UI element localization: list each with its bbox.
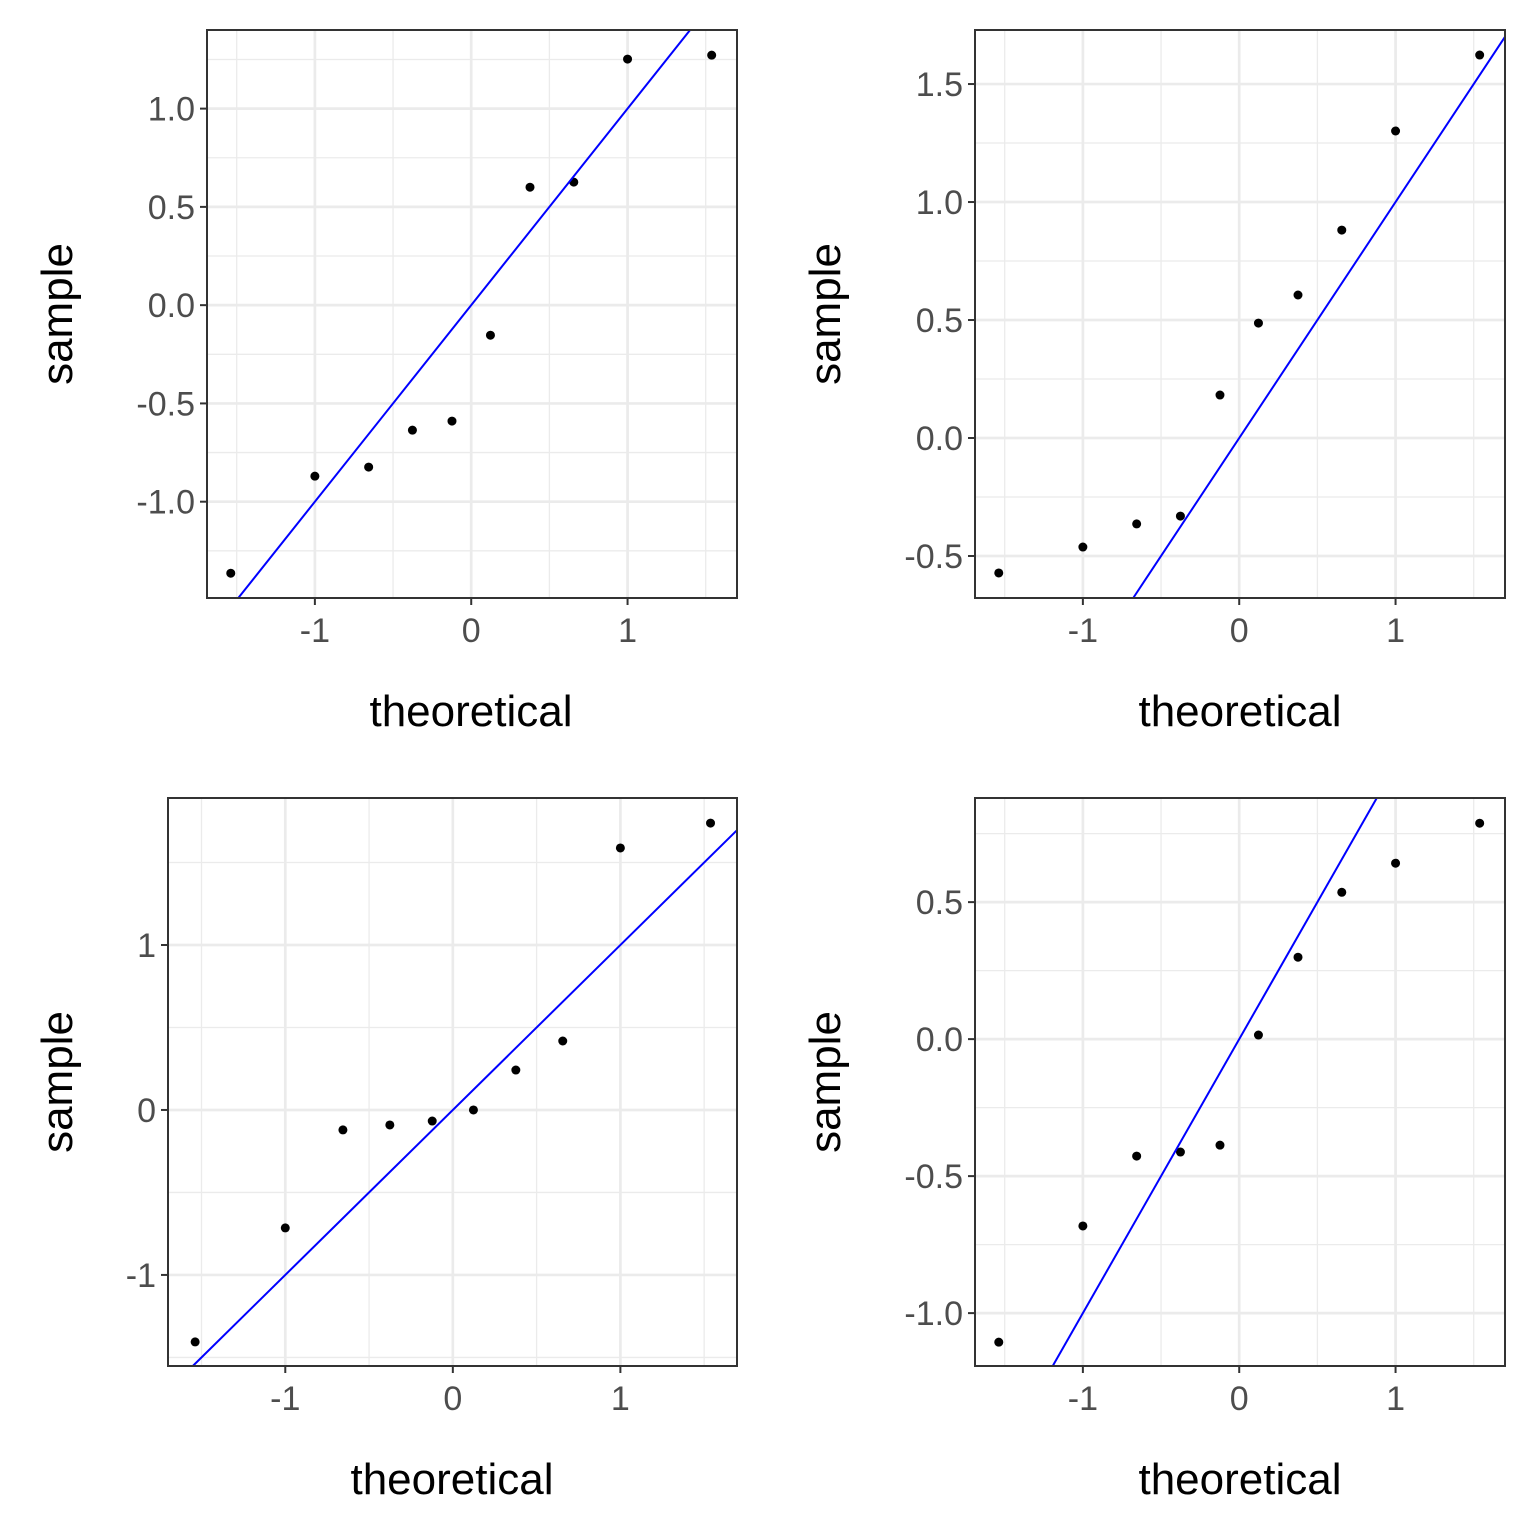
x-tick-label: -1 bbox=[1068, 612, 1098, 650]
data-point bbox=[1337, 225, 1347, 235]
data-point bbox=[1337, 887, 1347, 897]
y-tick-label: -0.5 bbox=[904, 538, 963, 576]
data-point bbox=[623, 54, 633, 64]
panel-border bbox=[974, 797, 1506, 1367]
y-axis-title: sample bbox=[33, 243, 82, 385]
x-tick-label: 1 bbox=[618, 612, 637, 650]
data-point bbox=[364, 462, 374, 472]
data-point bbox=[407, 425, 417, 435]
y-tick-label: 1 bbox=[137, 927, 156, 965]
y-axis-title: sample bbox=[801, 243, 850, 385]
data-point bbox=[1132, 519, 1142, 529]
data-point bbox=[1132, 1151, 1142, 1161]
x-tick-label: 0 bbox=[1230, 612, 1249, 650]
panel-border bbox=[974, 29, 1506, 599]
data-point bbox=[385, 1120, 395, 1130]
x-axis-title: theoretical bbox=[369, 687, 572, 736]
data-point bbox=[1253, 1030, 1263, 1040]
data-point bbox=[511, 1065, 521, 1075]
data-point bbox=[558, 1036, 568, 1046]
x-tick-label: 1 bbox=[1386, 612, 1405, 650]
y-tick-label: 1.0 bbox=[148, 91, 195, 129]
data-point bbox=[1215, 390, 1225, 400]
y-tick-label: -1.0 bbox=[904, 1295, 963, 1333]
y-tick-label: 0.5 bbox=[148, 189, 195, 227]
y-tick-label: -0.5 bbox=[136, 385, 195, 423]
reference-line bbox=[237, 29, 691, 599]
data-point bbox=[1078, 1221, 1088, 1231]
x-tick-label: 1 bbox=[611, 1380, 630, 1418]
data-point bbox=[1175, 511, 1185, 521]
x-axis-title: theoretical bbox=[1138, 687, 1341, 736]
data-point bbox=[1253, 318, 1263, 328]
y-tick-label: 1.0 bbox=[916, 184, 963, 222]
data-point bbox=[485, 330, 495, 340]
qq-panel-3: -1 0 1 -1 0 1 theoretical sample bbox=[33, 797, 738, 1504]
data-point bbox=[1078, 542, 1088, 552]
reference-line bbox=[1051, 797, 1378, 1367]
data-point bbox=[1175, 1147, 1185, 1157]
data-point bbox=[994, 568, 1004, 578]
data-point bbox=[226, 568, 236, 578]
data-point bbox=[1391, 126, 1401, 136]
data-point bbox=[1293, 290, 1303, 300]
data-point bbox=[1391, 858, 1401, 868]
data-point bbox=[1475, 50, 1485, 60]
data-point bbox=[525, 182, 535, 192]
data-point bbox=[310, 471, 320, 481]
data-point bbox=[468, 1105, 478, 1115]
qq-panel-4: -1 0 1 -1.0 -0.5 0.0 0.5 theoretical sample bbox=[801, 797, 1506, 1504]
x-tick-label: 1 bbox=[1386, 1380, 1405, 1418]
y-tick-label: 0.0 bbox=[148, 287, 195, 325]
x-tick-label: -1 bbox=[1068, 1380, 1098, 1418]
x-tick-label: 0 bbox=[443, 1380, 462, 1418]
y-tick-label: 0.5 bbox=[916, 884, 963, 922]
data-point bbox=[447, 416, 457, 426]
y-tick-label: 0.0 bbox=[916, 1021, 963, 1059]
x-tick-label: -1 bbox=[270, 1380, 300, 1418]
qq-panel-2: -1 0 1 -0.5 0.0 0.5 1.0 1.5 theoretical sample bbox=[801, 29, 1506, 736]
data-point bbox=[427, 1116, 437, 1126]
x-tick-label: -1 bbox=[300, 612, 330, 650]
y-tick-label: 0.0 bbox=[916, 420, 963, 458]
data-point bbox=[1215, 1140, 1225, 1150]
data-point bbox=[706, 818, 716, 828]
y-tick-label: -1.0 bbox=[136, 484, 195, 522]
x-tick-label: 0 bbox=[462, 612, 481, 650]
x-tick-label: 0 bbox=[1230, 1380, 1249, 1418]
x-axis-title: theoretical bbox=[1138, 1455, 1341, 1504]
data-point bbox=[338, 1125, 348, 1135]
y-axis-title: sample bbox=[801, 1011, 850, 1153]
data-point bbox=[1293, 952, 1303, 962]
panel-border bbox=[167, 797, 738, 1367]
y-tick-label: 0.5 bbox=[916, 302, 963, 340]
y-tick-label: 0 bbox=[137, 1092, 156, 1130]
data-point bbox=[994, 1337, 1004, 1347]
data-point bbox=[615, 843, 625, 853]
qq-panel-1: -1 0 1 -1.0 -0.5 0.0 0.5 1.0 theoretical sample bbox=[33, 29, 738, 736]
data-point bbox=[190, 1337, 200, 1347]
y-tick-label: -1 bbox=[126, 1257, 156, 1295]
reference-line bbox=[1132, 36, 1506, 599]
y-tick-label: 1.5 bbox=[916, 66, 963, 104]
reference-line bbox=[192, 829, 738, 1367]
data-point bbox=[707, 50, 717, 60]
data-point bbox=[280, 1223, 290, 1233]
x-axis-title: theoretical bbox=[350, 1455, 553, 1504]
data-point bbox=[1475, 818, 1485, 828]
y-tick-label: -0.5 bbox=[904, 1158, 963, 1196]
panel-border bbox=[206, 29, 738, 599]
y-axis-title: sample bbox=[33, 1011, 82, 1153]
